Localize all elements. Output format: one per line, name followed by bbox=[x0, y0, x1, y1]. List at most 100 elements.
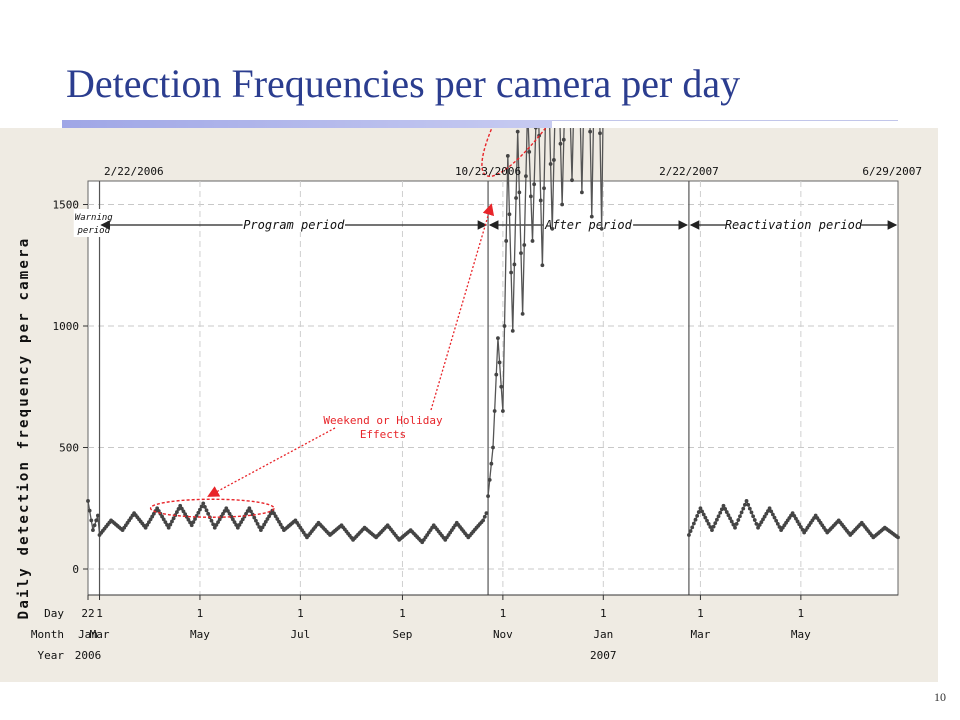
data-point bbox=[482, 514, 487, 519]
data-point bbox=[500, 409, 505, 413]
data-point bbox=[687, 533, 691, 537]
data-point bbox=[214, 523, 219, 527]
data-point bbox=[795, 519, 800, 524]
data-point bbox=[701, 512, 706, 517]
data-point bbox=[217, 517, 222, 522]
period-label: Warning bbox=[75, 213, 114, 223]
data-point bbox=[481, 518, 486, 523]
data-point bbox=[792, 513, 797, 518]
data-point bbox=[277, 519, 281, 524]
data-point bbox=[199, 504, 204, 509]
data-point bbox=[552, 158, 556, 162]
data-point bbox=[734, 521, 739, 526]
data-point bbox=[484, 511, 489, 516]
data-point bbox=[728, 516, 732, 521]
data-point bbox=[267, 514, 271, 519]
data-point bbox=[268, 511, 273, 516]
x-tick-month: Jan bbox=[593, 628, 613, 641]
top-date-label: 10/23/2006 bbox=[455, 165, 521, 178]
data-point bbox=[580, 190, 584, 195]
data-point bbox=[94, 518, 99, 523]
period-label-bg bbox=[543, 216, 634, 232]
data-point bbox=[489, 461, 494, 466]
data-point bbox=[736, 518, 741, 522]
data-point bbox=[198, 507, 202, 512]
data-point bbox=[522, 243, 527, 247]
data-point bbox=[515, 129, 520, 134]
period-label: period bbox=[77, 226, 111, 236]
data-point bbox=[561, 137, 566, 142]
data-point bbox=[165, 523, 169, 527]
data-point bbox=[520, 311, 525, 316]
data-point bbox=[558, 141, 563, 146]
data-point bbox=[538, 198, 543, 203]
data-point bbox=[746, 502, 751, 507]
data-point bbox=[163, 520, 168, 525]
data-point bbox=[719, 507, 724, 512]
data-point bbox=[145, 523, 150, 527]
data-point bbox=[275, 517, 280, 521]
data-point bbox=[695, 513, 700, 518]
data-point bbox=[499, 384, 504, 389]
data-point bbox=[514, 196, 518, 200]
data-point bbox=[775, 521, 780, 526]
top-date-label: 2/22/2006 bbox=[104, 165, 164, 178]
data-point bbox=[507, 212, 512, 217]
data-point bbox=[510, 328, 515, 333]
x-tick-day: 1 bbox=[697, 607, 704, 620]
y-tick-label: 1000 bbox=[53, 320, 80, 333]
data-point bbox=[588, 129, 593, 134]
period-label: Reactivation period bbox=[725, 218, 863, 232]
data-point bbox=[227, 511, 232, 516]
data-point bbox=[183, 512, 188, 517]
x-tick-month: Sep bbox=[393, 628, 413, 641]
top-date-label: 2/22/2007 bbox=[659, 165, 719, 178]
data-point bbox=[527, 149, 532, 154]
data-point bbox=[257, 525, 262, 529]
data-point bbox=[273, 514, 278, 519]
data-point bbox=[749, 510, 754, 515]
data-point bbox=[700, 509, 704, 514]
data-point bbox=[752, 518, 757, 522]
period-labels: Warning period Program period After period R… bbox=[73, 209, 898, 237]
data-point bbox=[548, 162, 553, 166]
data-point bbox=[502, 324, 507, 328]
data-point bbox=[255, 521, 260, 526]
x-tick-day: 1 bbox=[798, 607, 805, 620]
data-point bbox=[718, 510, 723, 515]
x-tick-month: May bbox=[190, 628, 210, 641]
data-point bbox=[726, 513, 731, 518]
chart-panel: Warning period Program period After period R… bbox=[0, 128, 938, 682]
data-point bbox=[224, 506, 229, 511]
data-point bbox=[147, 520, 151, 525]
data-point bbox=[184, 515, 189, 519]
data-point bbox=[762, 514, 767, 519]
data-point bbox=[95, 513, 100, 518]
x-tick-day: 22 bbox=[81, 607, 94, 620]
data-point bbox=[530, 239, 535, 243]
y-tick-label: 0 bbox=[72, 563, 79, 576]
data-point bbox=[716, 514, 721, 519]
y-axis: 050010001500200025003000 bbox=[53, 199, 88, 576]
data-point bbox=[724, 510, 729, 514]
data-point bbox=[186, 517, 191, 522]
x-axis: Day Month Year 22 Jan 1 Mar 1 May 1 Jul 1 Sep 1 Nov 1 Ja… bbox=[31, 594, 898, 662]
data-point bbox=[772, 515, 777, 520]
data-point bbox=[487, 478, 492, 482]
period-label: Program period bbox=[243, 218, 345, 232]
x-axis-row-label: Year bbox=[38, 649, 65, 662]
data-point bbox=[744, 499, 749, 503]
y-tick-label: 1500 bbox=[53, 199, 80, 212]
data-point bbox=[86, 499, 90, 503]
data-point bbox=[189, 523, 194, 528]
data-point bbox=[690, 525, 695, 530]
data-point bbox=[723, 507, 728, 511]
data-point bbox=[706, 521, 711, 526]
x-tick-month: May bbox=[791, 628, 811, 641]
data-point bbox=[252, 515, 257, 520]
data-point bbox=[211, 522, 216, 527]
data-point bbox=[179, 506, 184, 511]
x-tick-month: Mar bbox=[90, 628, 110, 641]
data-point bbox=[710, 528, 714, 533]
data-point bbox=[209, 518, 214, 523]
